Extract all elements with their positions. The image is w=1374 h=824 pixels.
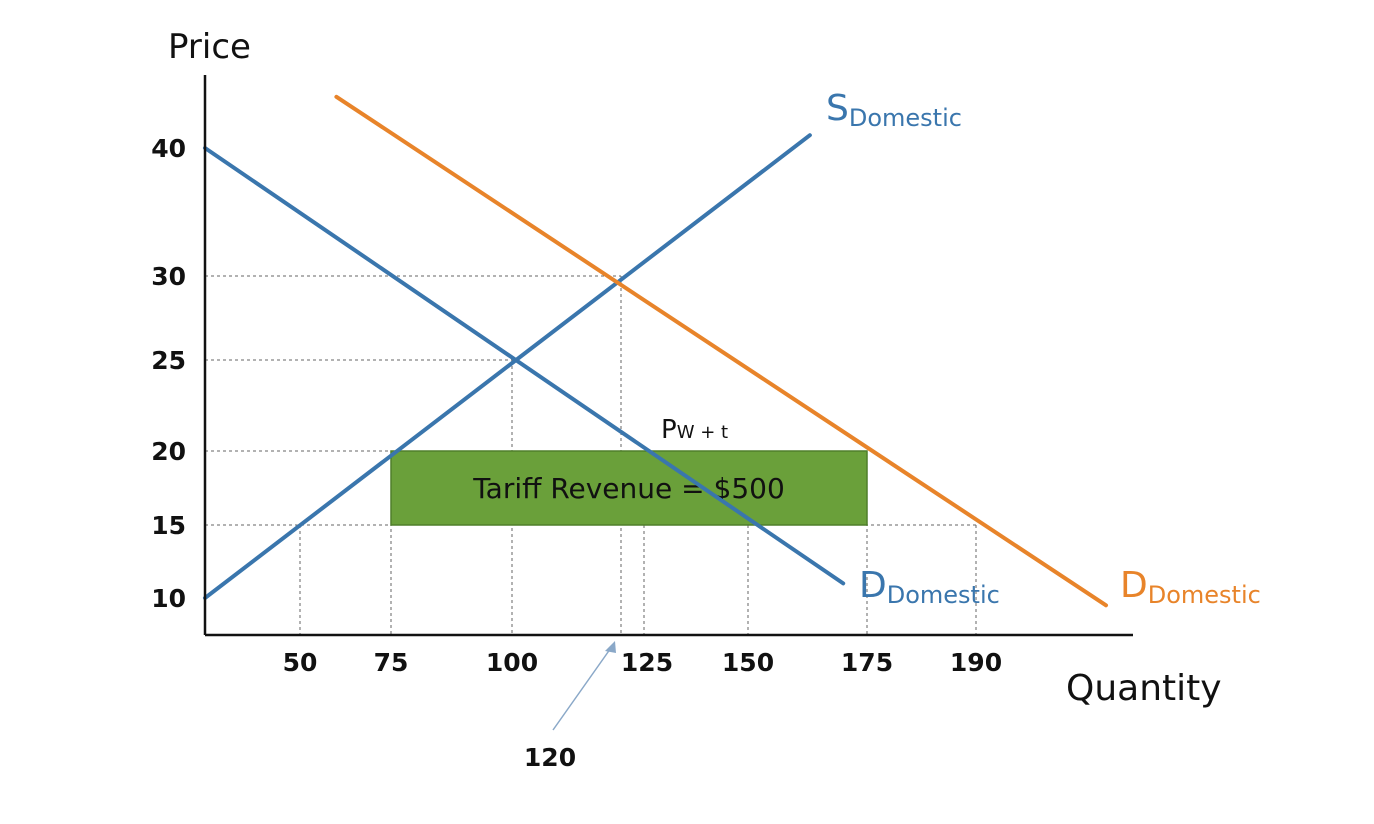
annotation-arrowhead — [605, 641, 616, 653]
x-tick-175: 175 — [841, 648, 893, 677]
annotation-label: 120 — [524, 743, 576, 772]
tariff-revenue-label: Tariff Revenue = $500 — [472, 472, 785, 505]
demand-domestic-label: DDomestic — [859, 565, 1000, 609]
x-tick-75: 75 — [374, 648, 409, 677]
x-tick-50: 50 — [283, 648, 318, 677]
curve-labels: SDomestic DDomestic DDomestic PW + t — [661, 88, 1261, 609]
tick-labels: 10 15 20 25 30 40 50 75 100 125 150 175 190 120 — [151, 134, 1002, 772]
axes — [203, 75, 1133, 637]
supply-domestic-label: SDomestic — [826, 88, 962, 132]
y-tick-20: 20 — [151, 437, 186, 466]
supply-domestic-line — [203, 133, 812, 600]
y-tick-40: 40 — [151, 134, 186, 163]
x-tick-100: 100 — [486, 648, 538, 677]
x-tick-125: 125 — [621, 648, 673, 677]
y-tick-25: 25 — [151, 346, 186, 375]
demand-domestic-shifted-label: DDomestic — [1120, 565, 1261, 609]
y-tick-10: 10 — [151, 584, 186, 613]
demand-domestic-line — [203, 146, 846, 586]
y-tick-30: 30 — [151, 262, 186, 291]
curves — [203, 94, 1108, 608]
x-tick-190: 190 — [950, 648, 1002, 677]
demand-domestic-shifted-line — [334, 94, 1108, 608]
y-axis-title: Price — [168, 27, 251, 67]
world-price-plus-tariff-label: PW + t — [661, 415, 728, 445]
tariff-revenue-box — [390, 450, 868, 526]
annotation-arrow — [552, 644, 614, 731]
y-tick-15: 15 — [151, 511, 186, 540]
x-axis-title: Quantity — [1066, 668, 1222, 709]
tariff-box-group: Tariff Revenue = $500 — [390, 450, 868, 526]
x-tick-150: 150 — [722, 648, 774, 677]
